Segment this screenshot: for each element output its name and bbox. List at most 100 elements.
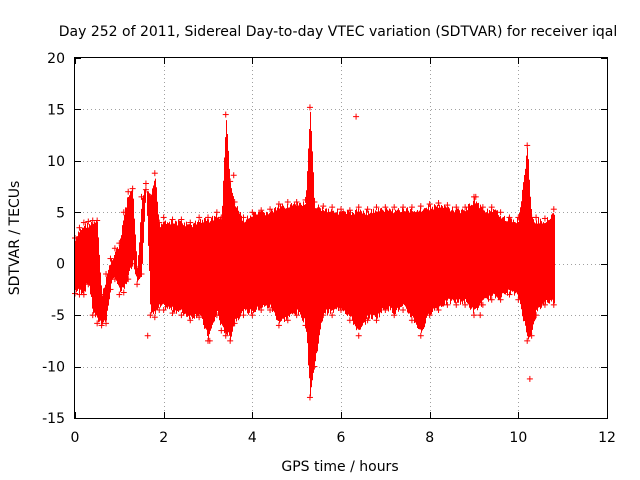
data-point <box>400 204 407 211</box>
data-point <box>89 312 96 319</box>
data-point <box>311 363 318 370</box>
data-point <box>134 265 141 272</box>
data-point <box>329 312 336 319</box>
data-point <box>231 320 238 327</box>
data-point <box>142 180 149 187</box>
data-point <box>267 206 274 213</box>
data-point <box>506 214 513 221</box>
data-point <box>169 216 176 223</box>
data-point <box>80 219 87 226</box>
data-point <box>541 301 548 308</box>
data-point <box>147 312 154 319</box>
data-point <box>80 291 87 298</box>
data-point <box>284 317 291 324</box>
data-point <box>364 206 371 213</box>
data-point <box>156 219 163 226</box>
data-point <box>129 185 136 192</box>
data-point <box>533 312 540 319</box>
data-point <box>94 320 101 327</box>
data-point <box>426 312 433 319</box>
data-point <box>116 240 123 247</box>
data-point <box>524 337 531 344</box>
data-point <box>382 204 389 211</box>
data-point <box>550 206 557 213</box>
data-point <box>408 317 415 324</box>
data-point <box>524 142 531 149</box>
data-point <box>107 286 114 293</box>
data-point <box>364 317 371 324</box>
data-point <box>338 206 344 213</box>
data-point <box>76 224 83 231</box>
data-point <box>120 209 127 216</box>
data-point <box>284 199 291 205</box>
data-point <box>373 204 380 211</box>
data-point <box>391 312 398 319</box>
data-point <box>98 322 105 329</box>
y-tick-label: 5 <box>56 205 65 221</box>
data-point <box>218 327 225 334</box>
data-point <box>311 199 318 205</box>
data-point <box>306 104 313 111</box>
data-point <box>346 207 353 214</box>
data-point <box>320 312 327 319</box>
x-tick-label: 6 <box>337 430 346 446</box>
data-point <box>275 322 282 329</box>
data-point <box>222 111 229 118</box>
data-point <box>497 296 504 303</box>
data-point <box>213 312 220 319</box>
y-tick-label: -5 <box>51 308 65 324</box>
data-point <box>218 214 225 221</box>
data-point <box>550 301 557 308</box>
data-point <box>267 307 274 313</box>
data-point <box>302 322 309 329</box>
data-point <box>144 332 151 339</box>
data-point <box>249 209 256 216</box>
data-point <box>85 281 92 288</box>
data-point <box>417 203 424 210</box>
y-tick-label: -15 <box>42 411 65 427</box>
data-point <box>231 199 238 205</box>
data-point <box>205 214 211 221</box>
data-point <box>125 276 132 283</box>
data-point <box>506 291 513 298</box>
data-point <box>138 271 145 277</box>
x-tick-label: 8 <box>425 430 434 446</box>
data-point <box>417 332 424 339</box>
data-point <box>178 312 185 319</box>
data-series <box>72 104 557 401</box>
data-point <box>258 207 265 214</box>
data-point <box>206 337 213 344</box>
data-point <box>477 312 484 319</box>
data-point <box>129 260 136 267</box>
data-point <box>471 312 477 319</box>
data-point <box>169 310 176 317</box>
y-tick-label: 0 <box>56 257 65 273</box>
data-point <box>479 204 486 211</box>
y-tick-label: 10 <box>47 154 65 170</box>
data-point <box>353 113 360 120</box>
data-point <box>488 204 495 211</box>
data-point <box>488 296 495 303</box>
data-point <box>142 186 149 193</box>
data-point <box>111 276 118 283</box>
data-point <box>528 332 535 339</box>
x-tick-label: 10 <box>509 430 527 446</box>
data-point <box>453 204 460 211</box>
data-point <box>151 314 158 321</box>
x-tick-label: 12 <box>598 430 616 446</box>
data-point <box>196 314 203 321</box>
data-point <box>107 255 114 262</box>
data-point <box>541 215 548 222</box>
data-point <box>355 204 362 211</box>
data-point <box>249 312 256 319</box>
data-point <box>275 201 282 208</box>
data-point <box>187 317 194 324</box>
data-point <box>497 209 504 216</box>
x-tick-label: 0 <box>71 430 80 446</box>
data-point <box>346 317 353 324</box>
data-point <box>151 170 158 177</box>
x-axis-label: GPS time / hours <box>281 459 398 475</box>
data-point <box>515 214 522 221</box>
data-point <box>227 178 234 185</box>
